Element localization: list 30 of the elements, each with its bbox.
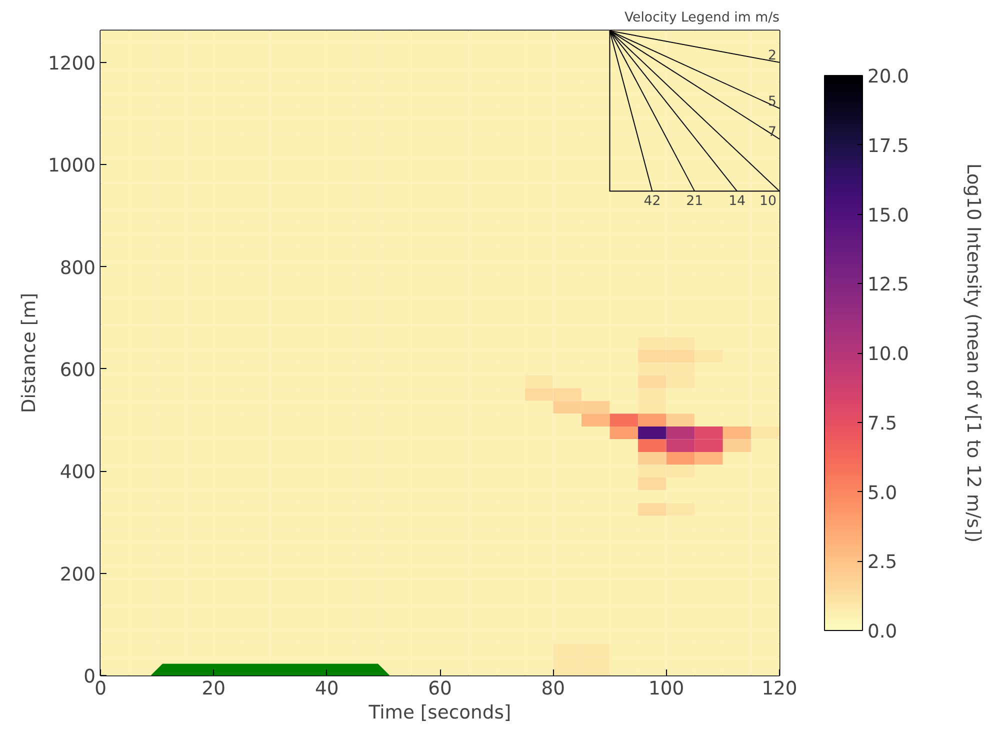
color-bar-label: 7.5 [868, 413, 898, 434]
series-label: 10 [760, 194, 777, 210]
y-tick-label: 200 [60, 564, 96, 586]
series-label: 14 [728, 194, 746, 210]
x-tick-label: 60 [428, 678, 452, 700]
y-tick-label: 1000 [48, 156, 96, 177]
y-tick-label: 600 [60, 360, 96, 381]
color-bar-label: 15.0 [868, 205, 910, 226]
x-tick-label: 20 [202, 678, 226, 700]
text: Velocity Legend im m/s [624, 10, 780, 26]
y-axis-title: Distance [m] [19, 292, 40, 414]
color-bar-label: 0.0 [868, 622, 898, 642]
series-label: 2 [768, 48, 777, 64]
series-label: 42 [644, 194, 661, 210]
x-tick-label: 120 [762, 678, 798, 700]
color-bar-label: 5.0 [868, 482, 898, 504]
x-axis-title: Time [seconds] [368, 702, 512, 724]
color-bar-label: 10.0 [868, 344, 910, 365]
series-label: 21 [686, 194, 704, 210]
color-bar-label: 2.5 [868, 552, 898, 574]
x-tick-label: 40 [314, 678, 339, 700]
y-tick-label: 800 [60, 258, 96, 279]
color-bar-label: 20.0 [868, 66, 910, 88]
x-tick-label: 100 [648, 678, 684, 700]
color-bar-label: 17.5 [868, 136, 910, 157]
y-tick-label: 400 [60, 462, 96, 484]
color-bar-title: Log10 Intensity (mean of v[1 to 12 m/s]) [962, 163, 984, 543]
y-tick-label: 1200 [48, 53, 96, 74]
color-bar-label: 12.5 [868, 274, 910, 296]
x-tick-label: 80 [541, 678, 566, 700]
